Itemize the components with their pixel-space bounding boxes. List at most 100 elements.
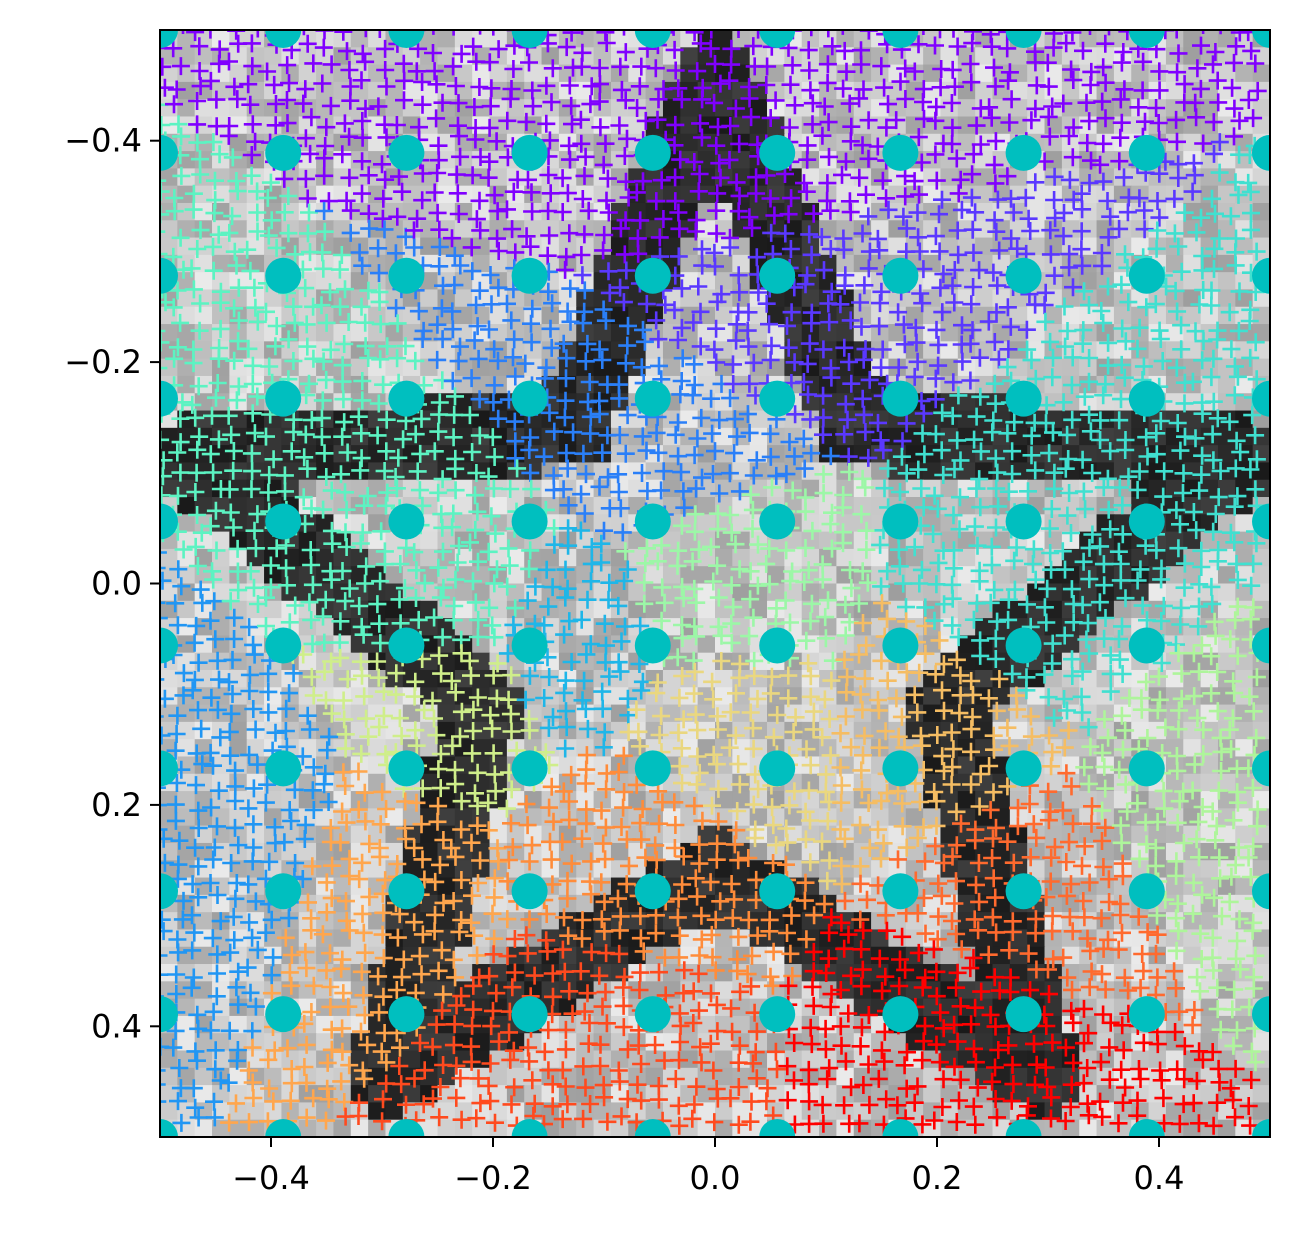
background-pixel — [1009, 981, 1028, 1000]
background-pixel — [992, 860, 1011, 879]
background-pixel — [472, 64, 491, 83]
background-pixel — [264, 202, 282, 221]
background-pixel — [194, 929, 213, 948]
background-pixel — [246, 341, 265, 360]
background-pixel — [316, 618, 335, 636]
background-pixel — [402, 47, 421, 66]
background-pixel — [454, 497, 473, 515]
plus-marker — [298, 34, 317, 53]
background-pixel — [853, 912, 872, 931]
background-pixel — [316, 272, 335, 291]
background-pixel — [177, 548, 196, 567]
background-pixel — [402, 427, 421, 446]
background-pixel — [246, 237, 265, 256]
background-pixel — [506, 548, 525, 567]
background-pixel — [1165, 825, 1184, 844]
background-pixel — [420, 341, 439, 360]
background-pixel — [368, 514, 387, 533]
background-pixel — [246, 808, 265, 827]
background-pixel — [732, 704, 751, 723]
background-pixel — [610, 151, 629, 169]
background-pixel — [1217, 427, 1236, 446]
background-pixel — [350, 860, 369, 879]
background-pixel — [1061, 479, 1080, 498]
background-pixel — [194, 99, 213, 118]
background-pixel — [368, 358, 387, 377]
background-pixel — [767, 583, 785, 602]
background-pixel — [1217, 289, 1236, 308]
background-pixel — [801, 1085, 820, 1104]
background-pixel — [975, 669, 994, 688]
background-pixel — [1183, 566, 1202, 585]
background-pixel — [368, 393, 387, 412]
background-pixel — [1148, 168, 1167, 187]
background-pixel — [923, 860, 942, 879]
background-pixel — [975, 64, 994, 83]
background-pixel — [1200, 375, 1219, 394]
background-pixel — [437, 462, 456, 481]
background-pixel — [1183, 133, 1202, 152]
background-pixel — [1252, 220, 1270, 239]
background-pixel — [1165, 375, 1184, 394]
background-pixel — [1217, 687, 1236, 706]
background-pixel — [264, 479, 282, 498]
background-pixel — [610, 739, 629, 758]
background-pixel — [472, 704, 491, 723]
background-pixel — [1200, 998, 1219, 1017]
background-pixel — [923, 202, 942, 221]
background-pixel — [454, 618, 473, 636]
background-pixel — [819, 220, 837, 239]
background-pixel — [715, 635, 733, 654]
background-pixel — [801, 946, 820, 965]
background-pixel — [628, 1050, 647, 1069]
background-pixel — [1217, 375, 1236, 394]
background-pixel — [160, 479, 178, 498]
background-pixel — [437, 133, 456, 152]
background-pixel — [524, 1085, 543, 1104]
background-pixel — [836, 842, 855, 861]
background-pixel — [697, 1015, 716, 1034]
background-pixel — [506, 669, 525, 688]
background-pixel — [350, 375, 369, 394]
background-pixel — [1183, 116, 1202, 135]
background-pixel — [246, 81, 265, 100]
background-pixel — [975, 704, 994, 723]
background-pixel — [662, 600, 681, 619]
background-pixel — [333, 842, 352, 861]
background-pixel — [593, 860, 612, 879]
background-pixel — [697, 64, 716, 83]
background-pixel — [1200, 497, 1219, 515]
background-pixel — [1235, 929, 1254, 948]
background-pixel — [524, 462, 543, 481]
plus-marker — [492, 30, 495, 36]
background-pixel — [558, 393, 577, 412]
background-pixel — [333, 497, 352, 515]
background-pixel — [385, 324, 404, 342]
background-pixel — [437, 116, 456, 135]
background-pixel — [819, 618, 837, 636]
background-pixel — [715, 1119, 733, 1137]
background-pixel — [836, 808, 855, 827]
plus-marker — [242, 34, 261, 53]
background-pixel — [1096, 47, 1115, 66]
background-pixel — [333, 202, 352, 221]
background-pixel — [940, 237, 959, 256]
background-pixel — [229, 497, 248, 515]
background-pixel — [697, 1067, 716, 1086]
background-pixel — [610, 791, 629, 809]
background-pixel — [593, 600, 612, 619]
background-pixel — [212, 427, 230, 446]
background-pixel — [402, 1067, 421, 1086]
background-pixel — [177, 375, 196, 394]
background-pixel — [454, 1102, 473, 1121]
background-pixel — [923, 64, 942, 83]
background-pixel — [177, 618, 196, 636]
background-pixel — [368, 64, 387, 83]
background-pixel — [1200, 479, 1219, 498]
background-pixel — [350, 289, 369, 308]
background-pixel — [246, 358, 265, 377]
background-pixel — [333, 81, 352, 100]
background-pixel — [1252, 669, 1270, 688]
background-pixel — [472, 30, 491, 48]
background-pixel — [1217, 410, 1236, 429]
